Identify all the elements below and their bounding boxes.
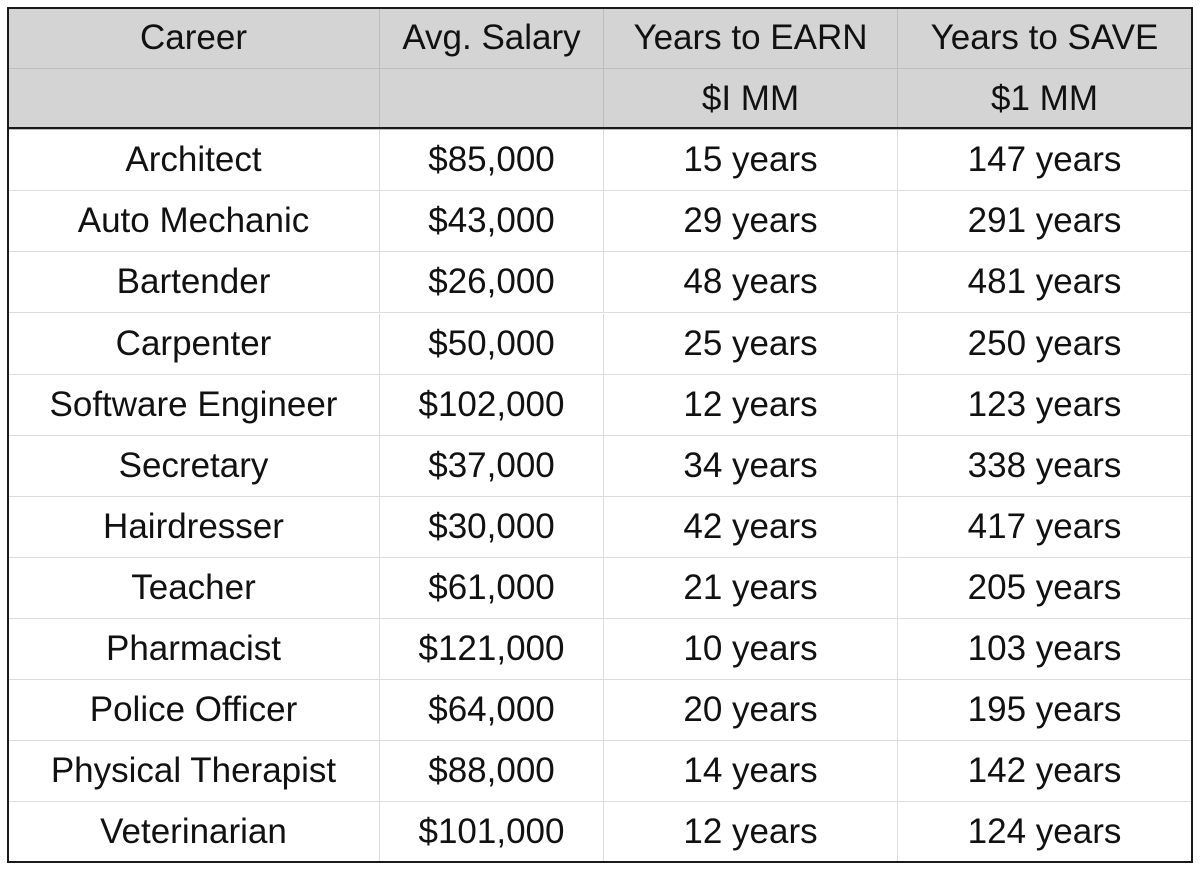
career-cell: Auto Mechanic (8, 191, 380, 253)
career-cell: Physical Therapist (8, 741, 380, 803)
value-cell: 147 years (898, 130, 1192, 192)
value-cell: $88,000 (380, 741, 604, 803)
column-header: Career (8, 8, 380, 70)
career-cell: Police Officer (8, 680, 380, 742)
value-cell: 10 years (604, 619, 898, 681)
value-cell: $64,000 (380, 680, 604, 742)
career-cell: Secretary (8, 435, 380, 497)
header-cell (380, 69, 604, 131)
column-header: Years to EARN (604, 8, 898, 70)
value-cell: $37,000 (380, 435, 604, 497)
value-cell: 29 years (604, 191, 898, 253)
value-cell: 42 years (604, 496, 898, 558)
value-cell: 291 years (898, 191, 1192, 253)
header-rule (7, 127, 1193, 129)
value-cell: 21 years (604, 557, 898, 619)
career-cell: Architect (8, 130, 380, 192)
value-cell: 12 years (604, 802, 898, 864)
value-cell: 103 years (898, 619, 1192, 681)
value-cell: 25 years (604, 313, 898, 375)
value-cell: 142 years (898, 741, 1192, 803)
career-cell: Pharmacist (8, 619, 380, 681)
value-cell: $30,000 (380, 496, 604, 558)
value-cell: 338 years (898, 435, 1192, 497)
value-cell: $61,000 (380, 557, 604, 619)
value-cell: 14 years (604, 741, 898, 803)
column-header: Years to SAVE (898, 8, 1192, 70)
value-cell: 417 years (898, 496, 1192, 558)
career-cell: Software Engineer (8, 374, 380, 436)
column-subheader: $I MM (604, 69, 898, 131)
column-header: Avg. Salary (380, 8, 604, 70)
column-subheader: $1 MM (898, 69, 1192, 131)
value-cell: 12 years (604, 374, 898, 436)
value-cell: 48 years (604, 252, 898, 314)
career-cell: Hairdresser (8, 496, 380, 558)
value-cell: 123 years (898, 374, 1192, 436)
value-cell: $102,000 (380, 374, 604, 436)
value-cell: 250 years (898, 313, 1192, 375)
career-cell: Bartender (8, 252, 380, 314)
value-cell: 20 years (604, 680, 898, 742)
value-cell: $26,000 (380, 252, 604, 314)
value-cell: $50,000 (380, 313, 604, 375)
value-cell: 15 years (604, 130, 898, 192)
value-cell: $85,000 (380, 130, 604, 192)
value-cell: $43,000 (380, 191, 604, 253)
career-cell: Carpenter (8, 313, 380, 375)
career-cell: Veterinarian (8, 802, 380, 864)
value-cell: 481 years (898, 252, 1192, 314)
value-cell: 34 years (604, 435, 898, 497)
value-cell: 124 years (898, 802, 1192, 864)
value-cell: $101,000 (380, 802, 604, 864)
value-cell: $121,000 (380, 619, 604, 681)
value-cell: 195 years (898, 680, 1192, 742)
header-cell (8, 69, 380, 131)
value-cell: 205 years (898, 557, 1192, 619)
career-cell: Teacher (8, 557, 380, 619)
